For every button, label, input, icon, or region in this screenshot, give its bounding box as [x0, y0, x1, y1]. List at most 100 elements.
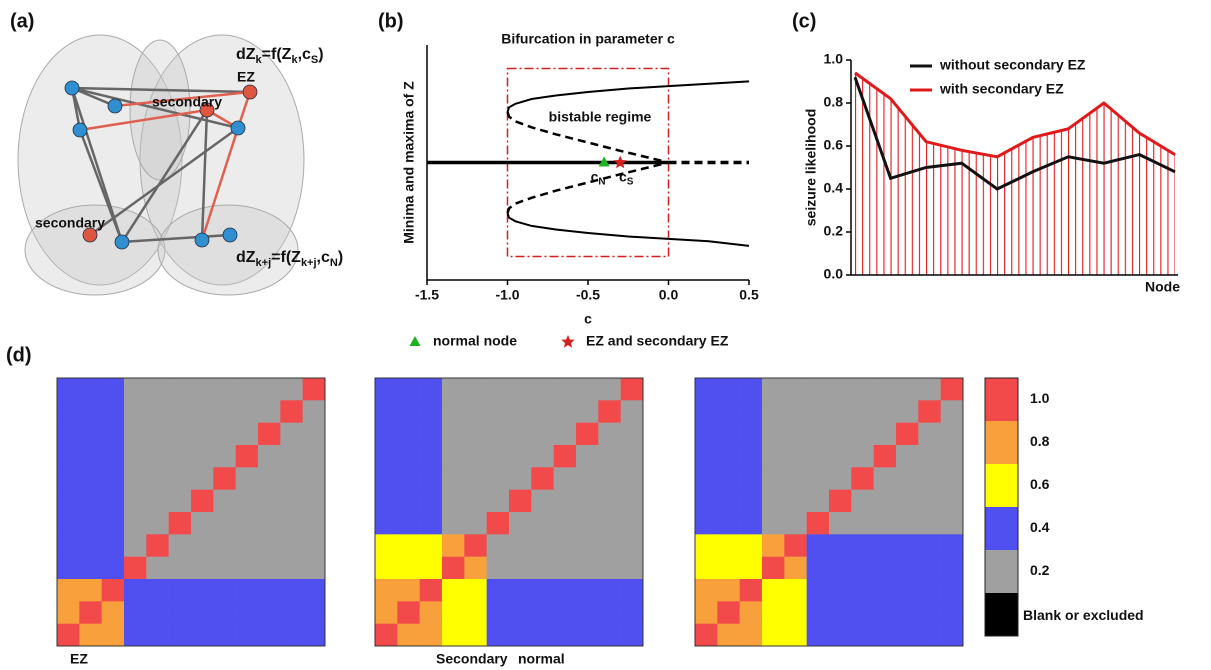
heat-cell	[101, 512, 125, 535]
heat-cell	[576, 378, 599, 401]
heat-cell	[375, 601, 398, 624]
heat-cell	[576, 601, 599, 624]
heat-cell	[806, 556, 830, 580]
point-label: cN	[591, 168, 606, 187]
legend-label: normal node	[433, 333, 517, 349]
heat-cell	[940, 489, 964, 513]
heat-cell	[258, 400, 281, 423]
heat-cell	[576, 512, 599, 535]
colorbar-block	[985, 550, 1018, 593]
heat-cell	[375, 445, 398, 468]
heat-cell	[553, 400, 577, 423]
heat-cell	[576, 579, 599, 602]
heat-cell	[375, 378, 398, 401]
heat-cell	[486, 489, 510, 513]
heat-cell	[168, 623, 192, 647]
heat-cell	[302, 378, 326, 401]
heat-cell	[191, 579, 214, 602]
heat-cell	[486, 467, 510, 490]
heat-cell	[873, 378, 897, 401]
heat-cell	[375, 556, 398, 580]
triangle-marker	[409, 336, 421, 346]
heat-cell	[442, 579, 465, 602]
heat-cell	[191, 512, 214, 535]
heat-cell	[896, 489, 919, 513]
heat-cell	[101, 445, 125, 468]
heat-cell	[576, 623, 599, 647]
heat-cell	[124, 489, 147, 513]
heat-cell	[101, 422, 125, 446]
heat-cell	[101, 378, 125, 401]
heat-cell	[531, 378, 554, 401]
heat-cell	[806, 579, 830, 602]
heat-cell	[851, 378, 874, 401]
heat-cell	[784, 556, 807, 580]
heat-cell	[509, 534, 532, 557]
heat-cell	[419, 489, 443, 513]
heat-cell	[762, 623, 785, 647]
heat-cell	[168, 601, 192, 624]
heat-cell	[57, 422, 80, 446]
heat-cell	[146, 512, 169, 535]
heat-cell	[280, 378, 303, 401]
equation: dZk=f(Zk,cS)	[236, 46, 324, 66]
heat-cell	[464, 601, 487, 624]
triangle-marker	[598, 156, 610, 167]
colorbar-frame	[984, 377, 1019, 637]
heat-cell	[442, 467, 465, 490]
heat-cell	[851, 512, 874, 535]
heat-cell	[873, 579, 897, 602]
heat-cell	[531, 623, 554, 647]
heat-cell	[784, 489, 807, 513]
heat-cell	[258, 512, 281, 535]
heat-cell	[739, 445, 763, 468]
heat-cell	[739, 489, 763, 513]
heat-cell	[442, 512, 465, 535]
heat-cell	[235, 534, 259, 557]
x-tick-label: -1.0	[495, 287, 519, 303]
heat-cell	[851, 601, 874, 624]
heat-cell	[124, 556, 147, 580]
heat-cell	[717, 489, 740, 513]
heat-cell	[280, 445, 303, 468]
curve	[506, 212, 750, 247]
colorbar-label: 0.6	[1030, 476, 1050, 492]
heat-cell	[873, 623, 897, 647]
heat-cell	[464, 623, 487, 647]
heat-cell	[873, 534, 897, 557]
heat-cell	[873, 512, 897, 535]
heat-cell	[717, 512, 740, 535]
heat-cell	[851, 579, 874, 602]
link	[121, 233, 231, 244]
heat-cell	[235, 378, 259, 401]
heat-cell	[464, 378, 487, 401]
heat-cell	[375, 579, 398, 602]
heat-cell	[829, 579, 852, 602]
heat-cell	[784, 512, 807, 535]
colorbar-label: 0.4	[1030, 519, 1050, 535]
heat-cell	[79, 512, 102, 535]
heat-cell	[598, 579, 621, 602]
heat-cell	[213, 445, 236, 468]
heat-cell	[235, 489, 259, 513]
heat-cell	[124, 422, 147, 446]
heat-cell	[464, 422, 487, 446]
line	[853, 76, 1176, 191]
subscript: k	[256, 54, 263, 66]
heat-cell	[397, 467, 420, 490]
heat-cell	[851, 534, 874, 557]
y-tick-label: 0.6	[824, 137, 844, 153]
heat-cell	[509, 556, 532, 580]
curve	[506, 80, 750, 113]
heat-cell	[896, 400, 919, 423]
heat-cell	[553, 579, 577, 602]
heat-cell	[896, 623, 919, 647]
heat-cell	[940, 601, 964, 624]
heat-cell	[806, 534, 830, 557]
heat-cell	[486, 579, 510, 602]
heat-cell	[598, 445, 621, 468]
heat-cell	[280, 467, 303, 490]
heat-cell	[940, 579, 964, 602]
heat-cell	[806, 422, 830, 446]
